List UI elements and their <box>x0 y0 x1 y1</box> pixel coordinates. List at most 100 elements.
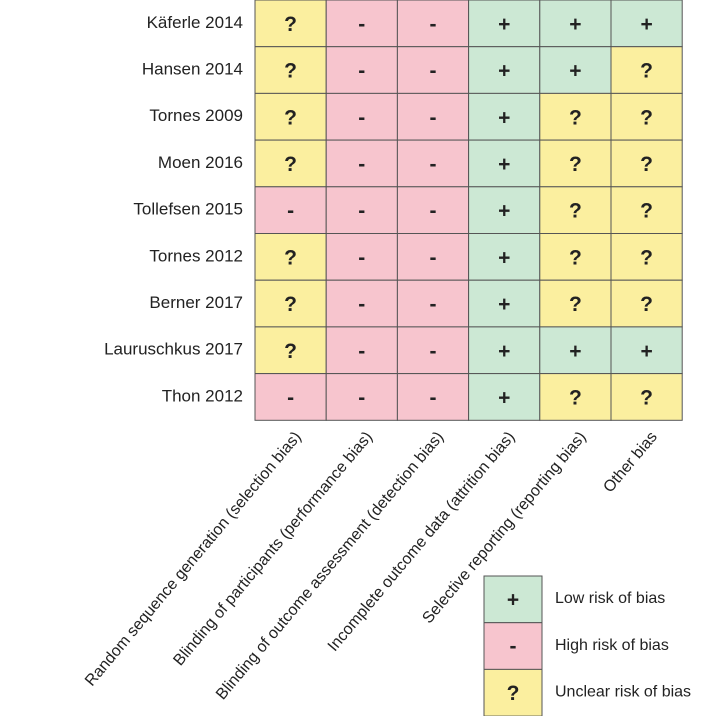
study-label: Lauruschkus 2017 <box>104 340 243 359</box>
cell <box>468 373 541 421</box>
cell-symbol: ? <box>284 340 297 363</box>
cell-symbol: - <box>358 340 365 363</box>
cell-symbol: ? <box>284 293 297 316</box>
cell-symbol: - <box>430 200 437 223</box>
cell-symbol: ? <box>640 60 653 83</box>
cell-symbol: - <box>358 13 365 36</box>
cell <box>325 373 398 421</box>
cell-symbol: - <box>287 386 294 409</box>
cell-symbol: + <box>569 60 581 83</box>
cell-symbol: ? <box>569 386 582 409</box>
cell <box>254 373 327 421</box>
cell-symbol: - <box>430 340 437 363</box>
study-label: Tornes 2012 <box>149 246 243 265</box>
cell <box>325 233 398 281</box>
cell <box>396 186 470 235</box>
legend-swatch <box>483 622 543 670</box>
cell <box>396 92 470 141</box>
cell <box>539 0 612 48</box>
cell-symbol: + <box>569 340 581 363</box>
cell-symbol: + <box>498 246 510 269</box>
legend-symbol: ? <box>507 682 520 705</box>
cell-symbol: ? <box>284 60 297 83</box>
cell-symbol: - <box>430 60 437 83</box>
cell <box>325 92 398 141</box>
cell <box>539 326 612 375</box>
cell-symbol: ? <box>284 246 297 269</box>
cell <box>610 139 683 188</box>
cell-symbol: - <box>430 293 437 316</box>
cell <box>610 233 683 281</box>
cell <box>396 0 470 48</box>
column-label: Other bias <box>600 429 660 496</box>
cell <box>254 186 327 235</box>
cell <box>468 92 541 141</box>
cell <box>396 373 470 421</box>
cell <box>610 373 683 421</box>
cell-symbol: ? <box>569 106 582 129</box>
cell <box>539 139 612 188</box>
cell-symbol: - <box>358 153 365 176</box>
cell <box>254 139 327 188</box>
study-label: Tornes 2009 <box>149 106 243 125</box>
cell-symbol: - <box>430 106 437 129</box>
cell-symbol: - <box>430 386 437 409</box>
study-label: Tollefsen 2015 <box>133 200 243 219</box>
study-label: Thon 2012 <box>162 386 243 405</box>
cell <box>610 92 683 141</box>
cell <box>468 279 541 328</box>
cell-symbol: ? <box>640 200 653 223</box>
cell <box>325 326 398 375</box>
cell <box>254 46 327 94</box>
legend-symbol: + <box>507 589 519 612</box>
cell-symbol: - <box>358 106 365 129</box>
cell <box>396 139 470 188</box>
cell <box>396 46 470 94</box>
cell <box>610 0 683 48</box>
cell <box>468 326 541 375</box>
cell-symbol: + <box>498 13 510 36</box>
cell-symbol: ? <box>284 13 297 36</box>
cell-symbol: ? <box>569 200 582 223</box>
cell <box>325 139 398 188</box>
cell-symbol: - <box>358 60 365 83</box>
cell-symbol: ? <box>569 246 582 269</box>
cell <box>468 139 541 188</box>
cell-symbol: + <box>498 60 510 83</box>
cell <box>610 186 683 235</box>
cell-symbol: - <box>358 200 365 223</box>
cell-symbol: ? <box>640 106 653 129</box>
cell <box>254 0 327 48</box>
cell-symbol: - <box>430 13 437 36</box>
cell-symbol: + <box>498 200 510 223</box>
cell <box>539 233 612 281</box>
cell <box>610 326 683 375</box>
cell <box>610 279 683 328</box>
cell-symbol: + <box>569 13 581 36</box>
cell-symbol: - <box>430 153 437 176</box>
cell-symbol: ? <box>640 153 653 176</box>
legend-label: Unclear risk of bias <box>555 684 691 701</box>
study-label: Berner 2017 <box>149 293 243 312</box>
cell-symbol: - <box>358 246 365 269</box>
cell <box>396 279 470 328</box>
cell-symbol: ? <box>640 246 653 269</box>
cell-symbol: + <box>640 13 652 36</box>
cell-symbol: - <box>287 200 294 223</box>
cell-symbol: + <box>498 106 510 129</box>
cell-symbol: ? <box>569 293 582 316</box>
legend-label: Low risk of bias <box>555 590 665 607</box>
cell-symbol: ? <box>640 293 653 316</box>
cell-symbol: + <box>498 293 510 316</box>
cell <box>396 326 470 375</box>
cell-symbol: - <box>358 386 365 409</box>
cell-symbol: - <box>358 293 365 316</box>
cell <box>254 92 327 141</box>
cell <box>539 92 612 141</box>
cell <box>610 46 683 94</box>
cell-symbol: ? <box>284 106 297 129</box>
legend-label: High risk of bias <box>555 637 669 654</box>
cell <box>325 46 398 94</box>
cell <box>325 279 398 328</box>
